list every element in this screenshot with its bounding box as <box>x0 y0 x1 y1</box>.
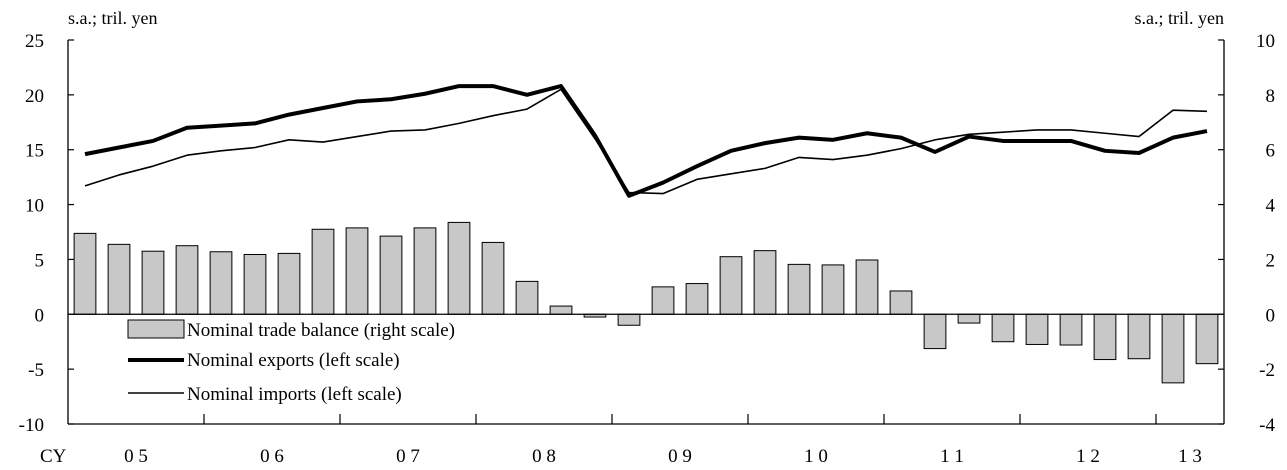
right-unit-label: s.a.; tril. yen <box>1135 8 1224 28</box>
left-unit-label: s.a.; tril. yen <box>68 8 157 28</box>
left-tick-label: 5 <box>35 250 45 271</box>
trade-balance-bar <box>855 259 879 315</box>
year-label: 0 8 <box>532 446 556 467</box>
trade-balance-bar <box>1161 313 1185 384</box>
trade-balance-bar <box>277 252 301 315</box>
trade-balance-bar <box>243 253 267 315</box>
trade-balance-bar <box>107 243 131 315</box>
trade-balance-bar <box>787 263 811 315</box>
trade-balance-bar <box>515 280 539 315</box>
trade-balance-bar <box>685 283 709 315</box>
right-tick-label: 0 <box>1266 305 1276 326</box>
x-axis-prefix: CY <box>40 446 67 467</box>
left-tick-label: 0 <box>35 305 45 326</box>
trade-balance-bar <box>923 313 947 350</box>
left-tick-label: 25 <box>25 31 44 52</box>
trade-balance-bar <box>1025 313 1049 345</box>
right-tick-label: -2 <box>1259 360 1275 381</box>
year-label: 1 1 <box>940 446 964 467</box>
series-lines <box>84 84 1208 198</box>
legend-label-exports: Nominal exports (left scale) <box>187 350 400 371</box>
exports-line <box>84 84 1208 198</box>
trade-balance-bar <box>617 313 641 326</box>
legend-label-imports: Nominal imports (left scale) <box>187 384 402 405</box>
trade-balance-bar <box>311 228 335 315</box>
trade-balance-bar <box>447 221 471 315</box>
left-tick-label: 15 <box>25 141 44 162</box>
trade-balance-bar <box>73 232 97 315</box>
legend-swatch-trade-balance <box>127 319 185 339</box>
left-tick-label: 20 <box>25 86 44 107</box>
trade-balance-bar <box>413 227 437 315</box>
trade-balance-bar <box>141 250 165 315</box>
trade-balance-bar <box>209 251 233 315</box>
legend: Nominal trade balance (right scale) Nomi… <box>127 319 455 405</box>
year-label: 1 3 <box>1178 446 1202 467</box>
year-label: 1 2 <box>1076 446 1100 467</box>
legend-label-trade-balance: Nominal trade balance (right scale) <box>187 320 455 341</box>
trade-balance-bar <box>1195 313 1219 365</box>
right-tick-label: -4 <box>1259 415 1275 436</box>
left-tick-label: -5 <box>28 360 44 381</box>
trade-balance-bar <box>991 313 1015 343</box>
right-tick-label: 2 <box>1266 250 1276 271</box>
year-label: 1 0 <box>804 446 828 467</box>
trade-balance-bar <box>379 235 403 315</box>
left-tick-label: 10 <box>25 196 44 217</box>
trade-balance-bar <box>175 245 199 315</box>
trade-balance-bar <box>753 250 777 315</box>
year-label: 0 7 <box>396 446 420 467</box>
trade-balance-bar <box>345 227 369 315</box>
trade-balance-bar <box>651 286 675 315</box>
imports-line <box>84 88 1208 195</box>
trade-balance-bar <box>1127 313 1151 360</box>
trade-balance-bar <box>481 241 505 315</box>
trade-balance-bar <box>957 313 981 324</box>
right-tick-label: 10 <box>1256 31 1275 52</box>
trade-balance-bar <box>889 290 913 315</box>
trade-balance-bar <box>549 305 573 315</box>
trade-balance-bar <box>821 264 845 315</box>
year-label: 0 5 <box>124 446 148 467</box>
trade-balance-bar <box>1059 313 1083 346</box>
trade-balance-bar <box>719 256 743 315</box>
right-tick-label: 8 <box>1266 86 1276 107</box>
trade-balance-bars <box>73 221 1219 384</box>
trade-balance-bar <box>1093 313 1117 361</box>
right-tick-label: 4 <box>1266 196 1276 217</box>
left-tick-label: -10 <box>19 415 44 436</box>
year-label: 0 6 <box>260 446 284 467</box>
year-label: 0 9 <box>668 446 692 467</box>
right-tick-label: 6 <box>1266 141 1276 162</box>
